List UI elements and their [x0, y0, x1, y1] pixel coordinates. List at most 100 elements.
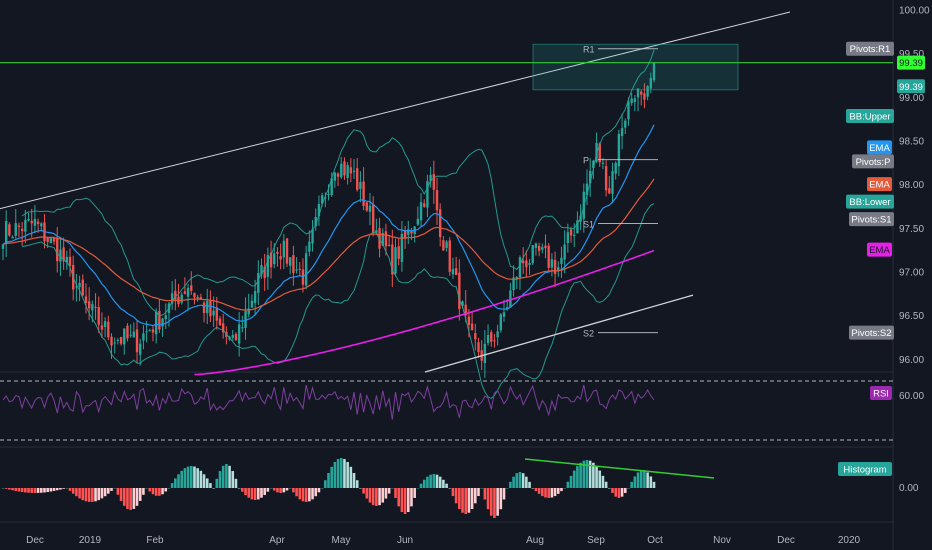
candle-body: [378, 228, 381, 249]
candle-body: [27, 218, 30, 221]
histogram-bar: [71, 488, 75, 494]
histogram-bar: [215, 478, 219, 488]
candle-body: [75, 286, 78, 288]
candle-body: [403, 230, 407, 238]
series-badge-label: 99.39: [899, 82, 923, 93]
candle-body: [483, 343, 487, 364]
histogram-bar: [410, 488, 413, 507]
candle-body: [445, 241, 448, 249]
candle-body: [346, 165, 349, 179]
histogram-bar: [317, 488, 321, 493]
candle-body: [145, 331, 148, 333]
candle-body: [423, 203, 426, 207]
candle-body: [241, 327, 244, 329]
histogram-badge-label: Histogram: [843, 465, 886, 476]
histogram-bar: [167, 488, 171, 489]
histogram-bar: [177, 474, 180, 488]
histogram-bar: [1, 488, 5, 489]
histogram-bar: [553, 488, 557, 497]
histogram-bar: [304, 488, 308, 502]
histogram-bar: [279, 488, 282, 493]
histogram-bar: [119, 488, 123, 501]
series-badge: [846, 194, 894, 209]
histogram-bar: [298, 488, 302, 500]
candle-body: [394, 247, 397, 274]
candle-body: [633, 98, 637, 102]
candle-body: [135, 329, 139, 353]
histogram-bar: [483, 488, 487, 500]
histogram-bar: [477, 488, 480, 497]
histogram-bar: [454, 488, 458, 504]
candle-body: [528, 263, 531, 265]
histogram-bar: [588, 460, 592, 488]
histogram-bar: [84, 488, 88, 502]
candle-body: [598, 143, 601, 163]
candle-body: [368, 205, 372, 212]
candle-body: [454, 268, 458, 276]
histogram-bar: [355, 480, 359, 488]
candle-body: [563, 244, 566, 260]
candle-body: [518, 257, 522, 278]
candle-body: [391, 244, 394, 275]
histogram-bar: [518, 472, 522, 488]
candle-body: [174, 290, 177, 300]
candle-body: [11, 236, 14, 239]
histogram-bar: [129, 488, 132, 510]
rsi-tick-label: 60.00: [899, 391, 924, 402]
histogram-bar: [81, 488, 85, 501]
histogram-bar: [362, 488, 365, 494]
candle-body: [196, 296, 199, 298]
histogram-bar: [189, 466, 193, 488]
histogram-bar: [256, 488, 260, 500]
histogram-bar: [480, 488, 483, 489]
histogram-bar: [429, 474, 432, 488]
histogram-bar: [269, 488, 273, 489]
candle-body: [407, 229, 410, 235]
candle-body: [467, 316, 471, 325]
histogram-bar: [448, 488, 452, 489]
histogram-bar: [292, 488, 295, 493]
candle-body: [617, 133, 621, 167]
histogram-bar: [244, 488, 247, 496]
y-tick-label: 99.50: [899, 49, 924, 60]
candle-body: [566, 232, 570, 243]
histogram-bar: [598, 470, 602, 488]
candle-body: [649, 78, 653, 89]
candle-body: [636, 88, 640, 98]
histogram-bar: [231, 471, 235, 488]
histogram-bar: [627, 488, 630, 489]
histogram-bar: [174, 478, 177, 488]
candle-body: [458, 272, 461, 310]
histogram-bar: [595, 466, 598, 488]
histogram-bar: [416, 488, 420, 489]
series-badge: [846, 108, 894, 123]
candle-body: [282, 240, 286, 258]
candle-body: [94, 306, 97, 308]
candle-body: [33, 218, 37, 226]
candle-body: [448, 240, 451, 272]
histogram-bar: [496, 488, 499, 516]
candle-body: [164, 315, 167, 320]
histogram-bar: [537, 488, 541, 494]
histogram-bar: [381, 488, 385, 503]
histogram-bar: [432, 474, 436, 488]
candle-body: [212, 310, 215, 316]
candle-body: [100, 325, 104, 330]
histogram-bar: [649, 476, 653, 488]
x-tick-label: Apr: [269, 535, 285, 546]
histogram-bar: [604, 481, 608, 488]
histogram-bar: [11, 488, 14, 491]
candle-body: [604, 166, 608, 191]
candle-body: [652, 62, 656, 81]
histogram-bar: [467, 488, 471, 513]
candle-body: [132, 331, 136, 338]
histogram-bar: [419, 483, 423, 488]
candle-body: [289, 257, 292, 266]
candle-body: [161, 318, 164, 327]
histogram-bar: [180, 470, 184, 488]
histogram-bar: [365, 488, 369, 499]
x-tick-label: 2019: [79, 535, 102, 546]
histogram-bar: [378, 488, 381, 506]
histogram-bar: [113, 488, 116, 489]
histogram-bar: [528, 481, 531, 488]
